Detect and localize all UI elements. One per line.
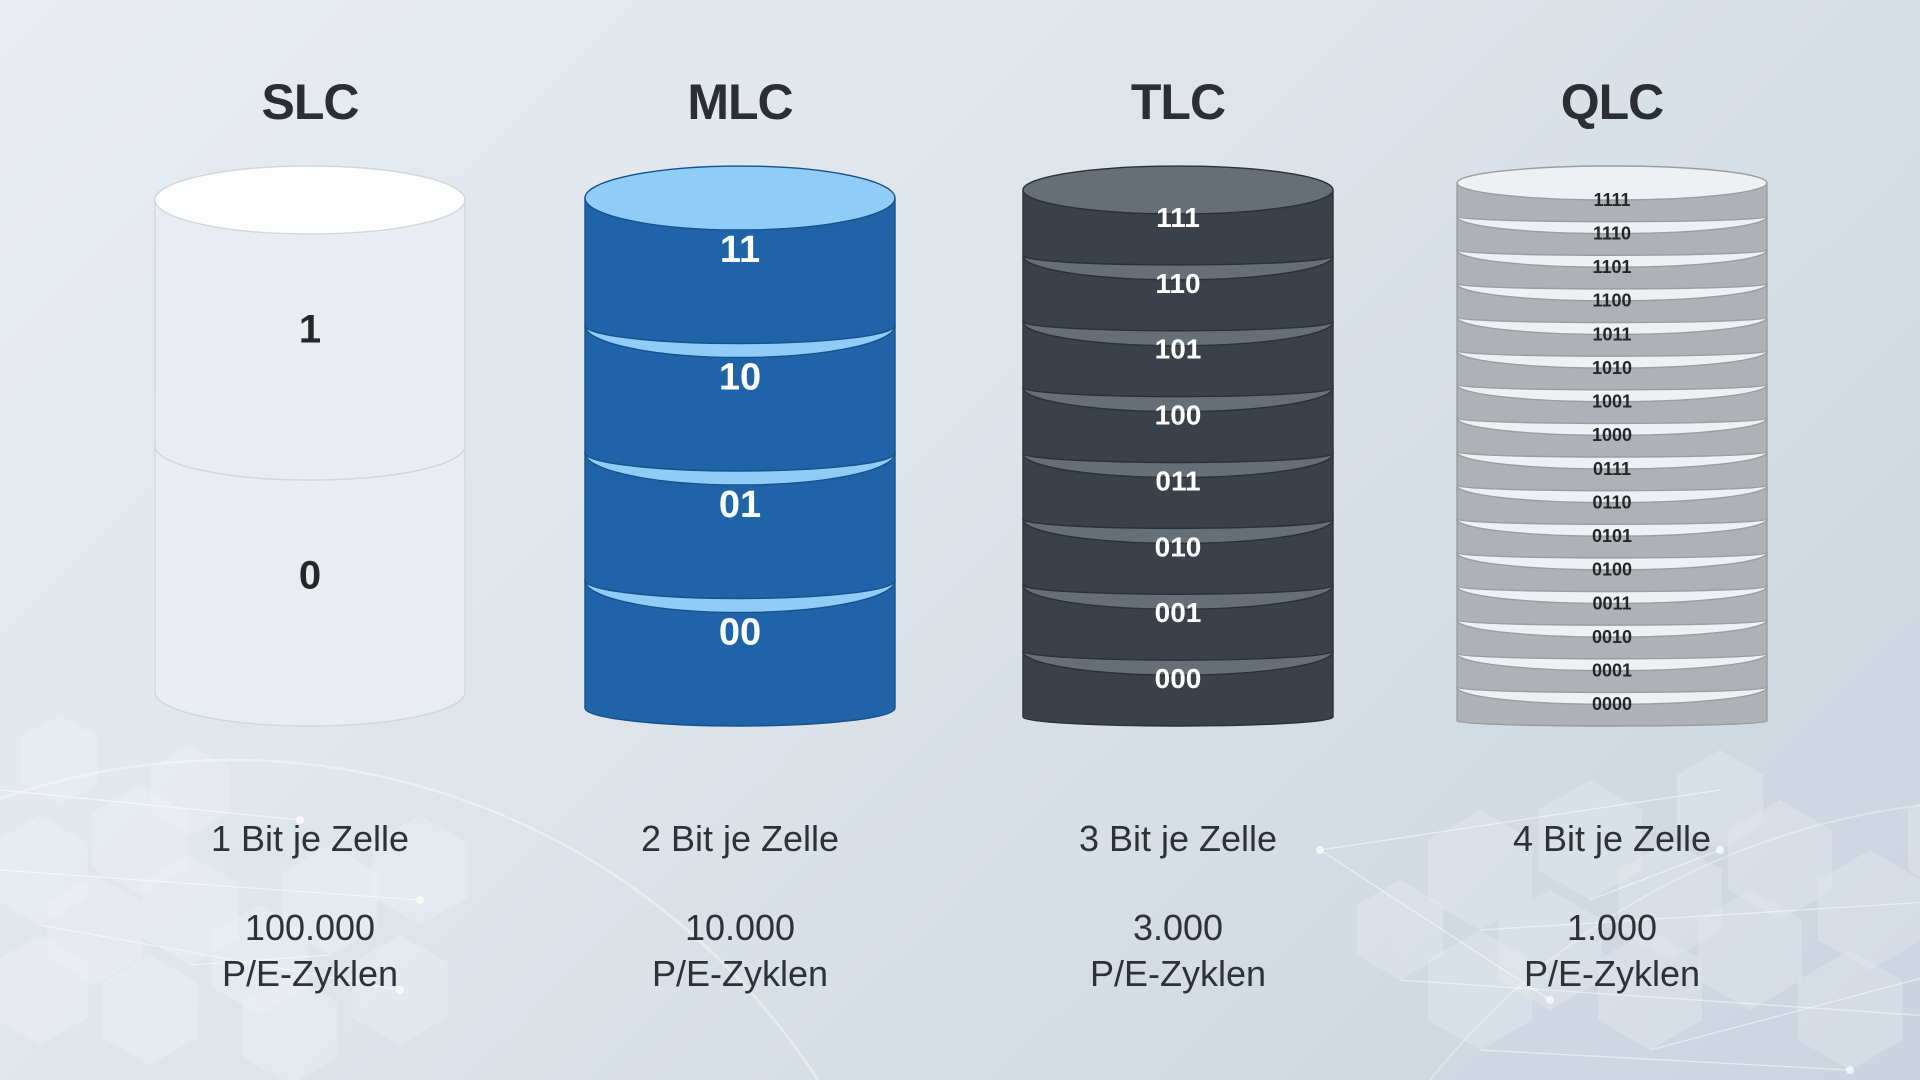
svg-text:10: 10 [719,356,761,398]
svg-text:0001: 0001 [1592,661,1632,681]
svg-text:0010: 0010 [1592,627,1632,647]
svg-text:0110: 0110 [1592,492,1631,512]
svg-text:0100: 0100 [1592,560,1632,580]
svg-text:0: 0 [299,554,321,598]
svg-text:010: 010 [1155,531,1202,562]
svg-text:0101: 0101 [1592,526,1632,546]
svg-text:11: 11 [720,229,760,271]
svg-text:0000: 0000 [1592,694,1632,714]
svg-text:1011: 1011 [1592,324,1631,344]
svg-text:0111: 0111 [1593,459,1631,479]
svg-text:1101: 1101 [1592,257,1631,277]
svg-text:1: 1 [299,308,321,352]
svg-text:101: 101 [1155,334,1202,365]
svg-text:1111: 1111 [1593,190,1630,210]
svg-text:110: 110 [1155,268,1200,299]
svg-text:1110: 1110 [1593,223,1631,243]
svg-text:111: 111 [1156,202,1200,233]
svg-text:000: 000 [1155,663,1202,694]
svg-text:00: 00 [719,611,761,653]
svg-text:1000: 1000 [1592,425,1632,445]
svg-text:011: 011 [1155,465,1200,496]
svg-text:1010: 1010 [1592,358,1632,378]
svg-text:001: 001 [1155,597,1202,628]
svg-text:1100: 1100 [1592,291,1631,311]
svg-text:1001: 1001 [1592,392,1632,412]
svg-text:100: 100 [1155,400,1202,431]
svg-text:01: 01 [719,484,761,526]
svg-text:0011: 0011 [1592,593,1631,613]
